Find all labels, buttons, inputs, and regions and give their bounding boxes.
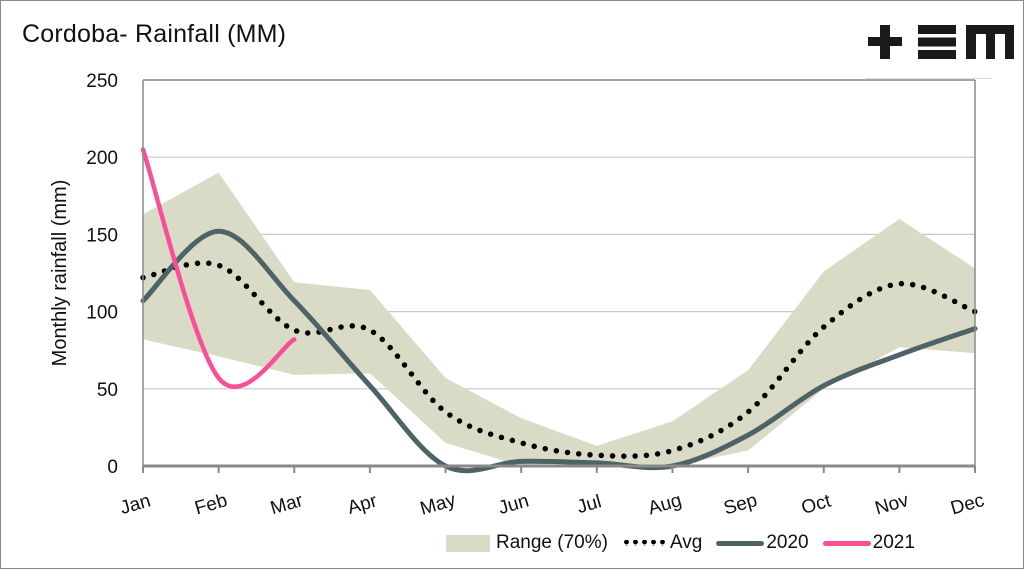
legend-item-2021: 2021	[822, 532, 915, 554]
y-tick-label-250: 250	[86, 71, 118, 92]
x-tick-label-oct: Oct	[799, 490, 834, 519]
x-tick-label-may: May	[418, 490, 459, 520]
y-axis-title: Monthly rainfall (mm)	[49, 180, 71, 367]
tem-logo-icon	[868, 25, 1014, 59]
legend-item-range: Range (70%)	[446, 532, 608, 554]
x-tick-label-feb: Feb	[192, 490, 229, 519]
legend-item-avg: Avg	[621, 532, 703, 554]
y-tick-label-0: 0	[107, 457, 118, 478]
legend-avg-label: Avg	[669, 532, 703, 553]
x-tick-label-apr: Apr	[345, 490, 380, 519]
range-band	[143, 172, 975, 466]
chart-title: Cordoba- Rainfall (MM)	[22, 20, 287, 48]
series-line-2020	[140, 228, 978, 474]
line-2020-icon	[716, 540, 765, 546]
legend-2021-label: 2021	[872, 532, 915, 553]
x-tick-label-aug: Aug	[646, 490, 684, 520]
x-tick-label-sep: Sep	[721, 490, 759, 520]
y-tick-label-200: 200	[86, 148, 118, 169]
range-swatch-icon	[446, 534, 490, 552]
y-tick-label-100: 100	[86, 303, 118, 324]
x-tick-label-mar: Mar	[268, 490, 306, 519]
legend-range-label: Range (70%)	[496, 532, 608, 553]
series-lines	[140, 147, 978, 474]
dotted-line-icon	[621, 540, 666, 546]
line-2021-icon	[822, 540, 871, 546]
x-tick-label-jan: Jan	[118, 490, 153, 519]
legend-2020-label: 2020	[766, 532, 809, 553]
y-tick-labels: 0 50 100 150 200 250	[86, 71, 118, 478]
y-tick-label-50: 50	[97, 380, 118, 401]
x-tick-label-nov: Nov	[873, 490, 912, 520]
range-band-area	[143, 172, 975, 466]
logo-divider	[866, 78, 992, 79]
y-tick-label-150: 150	[86, 225, 118, 246]
legend: Range (70%) Avg 2020 2021	[446, 528, 915, 558]
x-tick-label-dec: Dec	[948, 490, 986, 520]
x-tick-label-jul: Jul	[575, 491, 604, 518]
axes	[142, 79, 976, 473]
series-line-2021	[140, 147, 297, 389]
x-tick-labels: Jan Feb Mar Apr May Jun Jul Aug Sep Oct Nov Dec	[118, 490, 987, 520]
x-tick-label-jun: Jun	[496, 490, 531, 519]
legend-item-2020: 2020	[716, 532, 809, 554]
